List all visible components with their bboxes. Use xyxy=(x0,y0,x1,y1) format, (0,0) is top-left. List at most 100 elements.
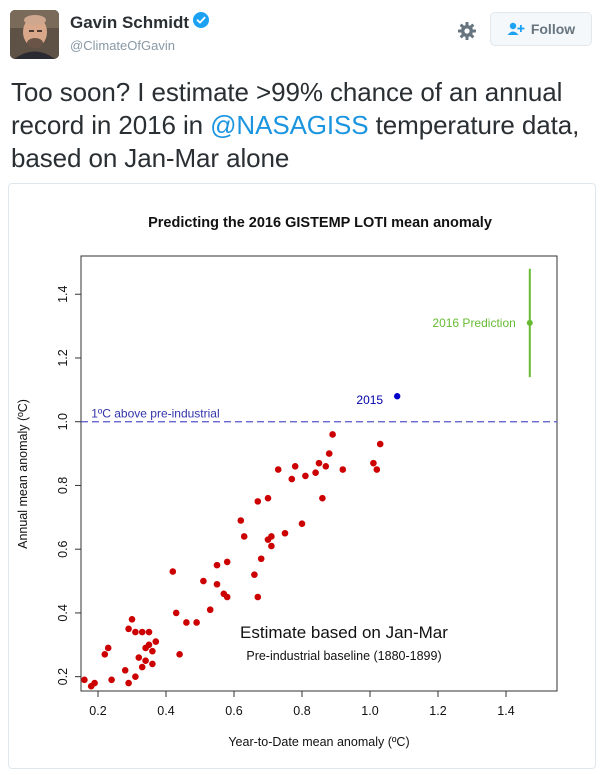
prediction-label: 2016 Prediction xyxy=(432,316,515,330)
annotation-main: Estimate based on Jan-Mar xyxy=(240,623,448,642)
data-point xyxy=(251,571,258,578)
data-point xyxy=(223,558,231,566)
follow-label: Follow xyxy=(530,21,576,37)
y-tick-label: 1.2 xyxy=(56,349,70,366)
follow-button[interactable]: Follow xyxy=(490,12,592,46)
data-point xyxy=(298,520,306,527)
data-points xyxy=(81,431,384,690)
data-point xyxy=(264,494,272,502)
y-tick-label: 1.0 xyxy=(56,413,70,430)
data-point xyxy=(319,494,326,502)
data-point xyxy=(206,606,214,614)
data-point xyxy=(169,568,177,575)
x-tick-label: 0.4 xyxy=(157,704,174,718)
point-2015 xyxy=(394,393,401,400)
data-point xyxy=(213,561,221,569)
x-axis-label: Year-to-Date mean anomaly (ºC) xyxy=(228,735,409,749)
data-point xyxy=(213,580,221,588)
data-point xyxy=(200,577,207,585)
mention-link[interactable]: @NASAGISS xyxy=(210,110,369,140)
y-axis-ticks: 0.2 0.4 0.6 0.8 1.0 1.2 1.4 xyxy=(56,286,81,685)
data-point xyxy=(322,463,330,470)
label-2015: 2015 xyxy=(356,393,383,407)
data-point xyxy=(268,542,275,550)
data-point xyxy=(142,657,149,665)
y-tick-label: 1.4 xyxy=(56,286,70,303)
x-tick-label: 0.8 xyxy=(293,704,310,718)
data-point xyxy=(125,679,132,687)
tweet-header: Gavin Schmidt @ClimateOfGavin xyxy=(0,0,605,70)
data-point xyxy=(138,663,146,671)
y-tick-label: 0.2 xyxy=(56,668,70,685)
data-point xyxy=(325,450,333,457)
data-point xyxy=(281,529,289,537)
data-point xyxy=(121,666,129,674)
data-point xyxy=(135,654,143,661)
data-point xyxy=(291,463,299,470)
data-point xyxy=(223,593,231,601)
data-point xyxy=(104,644,112,652)
tweet-text: Too soon? I estimate >99% chance of an a… xyxy=(11,76,596,175)
y-axis-label: Annual mean anomaly (ºC) xyxy=(16,399,30,549)
data-point xyxy=(288,475,296,483)
data-point xyxy=(128,615,136,623)
annotation-sub: Pre-industrial baseline (1880-1899) xyxy=(246,649,441,663)
data-point xyxy=(376,440,384,448)
data-point xyxy=(172,609,180,617)
data-point xyxy=(315,459,323,467)
data-point xyxy=(237,517,245,524)
user-handle[interactable]: @ClimateOfGavin xyxy=(70,38,175,53)
data-point xyxy=(91,679,98,687)
data-point xyxy=(149,660,156,668)
data-point xyxy=(125,625,132,633)
y-tick-label: 0.6 xyxy=(56,540,70,557)
data-point xyxy=(132,673,139,680)
data-point xyxy=(339,466,347,473)
data-point xyxy=(254,593,262,601)
y-tick-label: 0.8 xyxy=(56,477,70,494)
tweet-text-after: temperature data, based on Jan-Mar alone xyxy=(11,110,580,173)
data-point xyxy=(240,533,248,540)
data-point xyxy=(132,628,139,636)
x-tick-label: 0.6 xyxy=(225,704,242,718)
x-tick-label: 0.2 xyxy=(89,704,106,718)
x-tick-label: 1.4 xyxy=(497,704,514,718)
data-point xyxy=(108,676,115,684)
data-point xyxy=(193,619,200,626)
plot-frame xyxy=(80,255,558,692)
y-tick-label: 0.4 xyxy=(56,604,70,621)
data-point xyxy=(370,459,377,467)
data-point xyxy=(81,676,88,684)
data-point xyxy=(138,628,146,636)
data-point xyxy=(329,431,336,438)
avatar[interactable] xyxy=(10,10,59,59)
data-point xyxy=(176,651,183,658)
scatter-chart: Predicting the 2016 GISTEMP LOTI mean an… xyxy=(16,215,558,749)
data-point xyxy=(302,472,309,480)
user-name-row: Gavin Schmidt xyxy=(70,12,210,33)
data-point xyxy=(257,555,265,563)
data-point xyxy=(145,641,153,649)
data-point xyxy=(149,647,156,655)
gear-icon[interactable] xyxy=(454,18,480,44)
data-point xyxy=(274,466,282,473)
chart-image[interactable]: Predicting the 2016 GISTEMP LOTI mean an… xyxy=(8,183,596,769)
user-name[interactable]: Gavin Schmidt xyxy=(70,12,190,32)
add-user-icon xyxy=(507,22,525,35)
data-point xyxy=(145,628,153,636)
verified-badge-icon xyxy=(193,12,210,33)
chart-title: Predicting the 2016 GISTEMP LOTI mean an… xyxy=(148,215,492,231)
data-point xyxy=(312,469,319,477)
threshold-label: 1ºC above pre-industrial xyxy=(91,407,219,421)
x-axis-ticks: 0.2 0.4 0.6 0.8 1.0 1.2 1.4 xyxy=(89,691,515,718)
data-point xyxy=(101,651,109,658)
data-point xyxy=(152,638,160,645)
data-point xyxy=(254,498,262,505)
tweet-text-before: Too soon? I estimate >99% chance of an a… xyxy=(11,77,563,140)
data-point xyxy=(268,533,275,540)
data-point xyxy=(183,619,190,626)
x-tick-label: 1.2 xyxy=(429,704,446,718)
x-tick-label: 1.0 xyxy=(361,704,378,718)
prediction-point xyxy=(526,319,533,326)
data-point xyxy=(373,466,381,473)
